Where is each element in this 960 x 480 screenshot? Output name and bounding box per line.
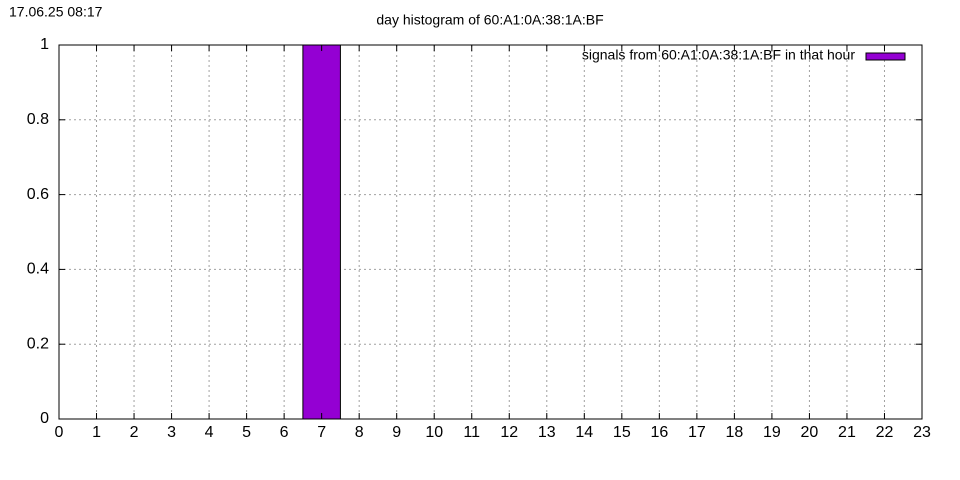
x-tick-label: 19 xyxy=(763,424,781,441)
y-tick-label: 0.6 xyxy=(27,186,49,203)
x-tick-label: 2 xyxy=(130,424,139,441)
plot-frame xyxy=(58,44,923,420)
x-tick-label: 5 xyxy=(242,424,251,441)
x-tick-label: 0 xyxy=(55,424,64,441)
x-tick-label: 11 xyxy=(463,424,480,441)
x-tick-label: 10 xyxy=(425,424,443,441)
x-tick-label: 7 xyxy=(317,424,326,441)
legend-label: signals from 60:A1:0A:38:1A:BF in that h… xyxy=(582,47,855,63)
x-tick-label: 20 xyxy=(801,424,819,441)
x-tick-label: 13 xyxy=(538,424,556,441)
x-tick-label: 21 xyxy=(838,424,856,441)
bar xyxy=(302,45,341,419)
chart-title: day histogram of 60:A1:0A:38:1A:BF xyxy=(376,12,603,28)
timestamp: 17.06.25 08:17 xyxy=(9,4,103,20)
x-tick-label: 18 xyxy=(725,424,743,441)
x-tick-label: 15 xyxy=(613,424,631,441)
labels: 00.20.40.60.810 1 2 3 4 5 6 7 8 9 10 11 12 13 14 15 16 17… xyxy=(27,36,931,441)
x-tick-label: 14 xyxy=(575,424,593,441)
x-tick-label: 6 xyxy=(280,424,289,441)
y-tick-label: 0 xyxy=(40,410,49,427)
legend-swatch xyxy=(865,52,906,61)
y-tick-label: 0.2 xyxy=(27,335,49,352)
x-tick-label: 8 xyxy=(355,424,364,441)
y-tick-label: 0.4 xyxy=(27,261,49,278)
x-tick-label: 9 xyxy=(392,424,401,441)
y-tick-label: 0.8 xyxy=(27,111,49,128)
x-tick-label: 23 xyxy=(913,424,931,441)
x-tick-label: 16 xyxy=(650,424,668,441)
x-tick-label: 12 xyxy=(500,424,518,441)
x-tick-label: 3 xyxy=(167,424,176,441)
x-tick-label: 1 xyxy=(92,424,101,441)
y-tick-label: 1 xyxy=(40,36,49,53)
x-tick-label: 4 xyxy=(205,424,214,441)
x-tick-label: 22 xyxy=(876,424,894,441)
x-tick-label: 17 xyxy=(688,424,706,441)
bars xyxy=(302,45,341,419)
grid xyxy=(58,44,923,420)
